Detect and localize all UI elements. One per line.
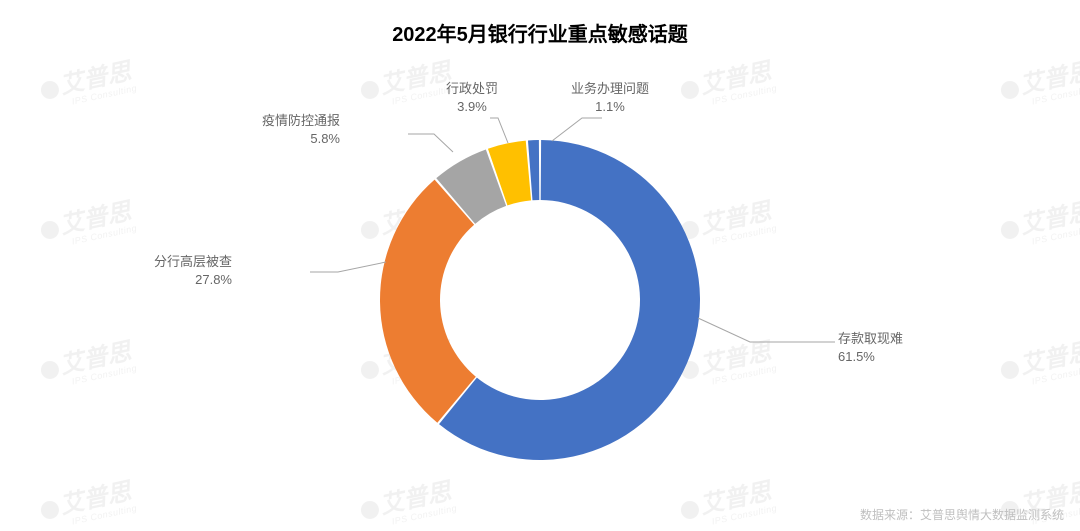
leader-line	[552, 118, 602, 141]
slice-label: 业务办理问题1.1%	[570, 80, 650, 115]
slice-name: 业务办理问题	[570, 80, 650, 98]
leader-line	[408, 134, 453, 152]
slice-pct: 3.9%	[432, 98, 512, 116]
slice-name: 疫情防控通报	[262, 112, 340, 130]
slice-label: 存款取现难61.5%	[838, 330, 903, 365]
slice-label: 行政处罚3.9%	[432, 80, 512, 115]
slice-name: 行政处罚	[432, 80, 512, 98]
slice-pct: 1.1%	[570, 98, 650, 116]
leader-line	[310, 262, 386, 272]
leader-line	[698, 318, 835, 342]
slice-pct: 5.8%	[262, 130, 340, 148]
slice-name: 存款取现难	[838, 330, 903, 348]
leader-line	[490, 118, 508, 143]
slice-name: 分行高层被查	[154, 253, 232, 271]
slice-label: 分行高层被查27.8%	[154, 253, 232, 288]
donut-slice-1	[380, 180, 476, 423]
slice-pct: 27.8%	[154, 271, 232, 289]
slice-label: 疫情防控通报5.8%	[262, 112, 340, 147]
data-source: 数据来源：艾普思舆情大数据监测系统	[860, 506, 1064, 523]
slice-pct: 61.5%	[838, 348, 903, 366]
